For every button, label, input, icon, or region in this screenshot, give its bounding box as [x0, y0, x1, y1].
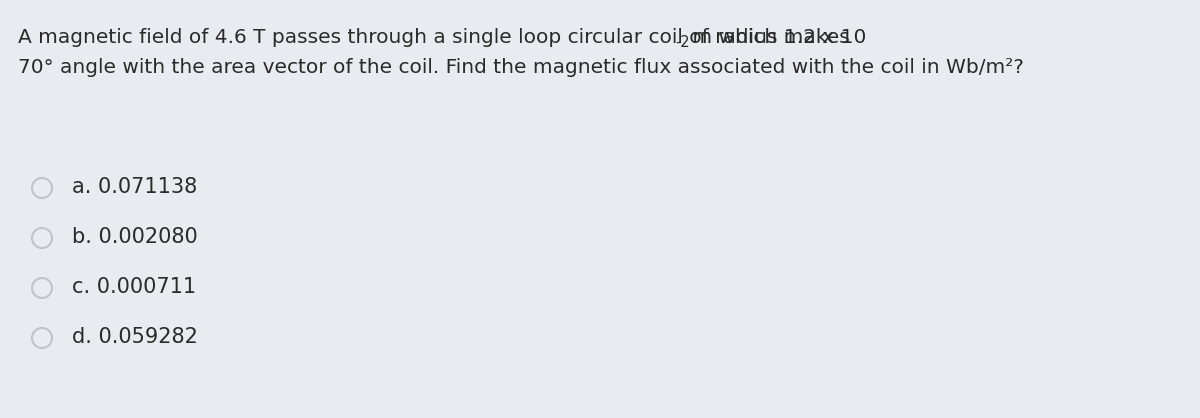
Text: -2: -2	[674, 35, 690, 50]
Circle shape	[32, 178, 52, 198]
Text: a. 0.071138: a. 0.071138	[72, 177, 197, 197]
Text: d. 0.059282: d. 0.059282	[72, 327, 198, 347]
Text: 70° angle with the area vector of the coil. Find the magnetic flux associated wi: 70° angle with the area vector of the co…	[18, 58, 1024, 77]
Text: m which makes: m which makes	[685, 28, 850, 47]
Text: A magnetic field of 4.6 T passes through a single loop circular coil of radius 1: A magnetic field of 4.6 T passes through…	[18, 28, 866, 47]
Text: b. 0.002080: b. 0.002080	[72, 227, 198, 247]
Circle shape	[32, 278, 52, 298]
Circle shape	[32, 328, 52, 348]
Text: c. 0.000711: c. 0.000711	[72, 277, 196, 297]
Circle shape	[32, 228, 52, 248]
